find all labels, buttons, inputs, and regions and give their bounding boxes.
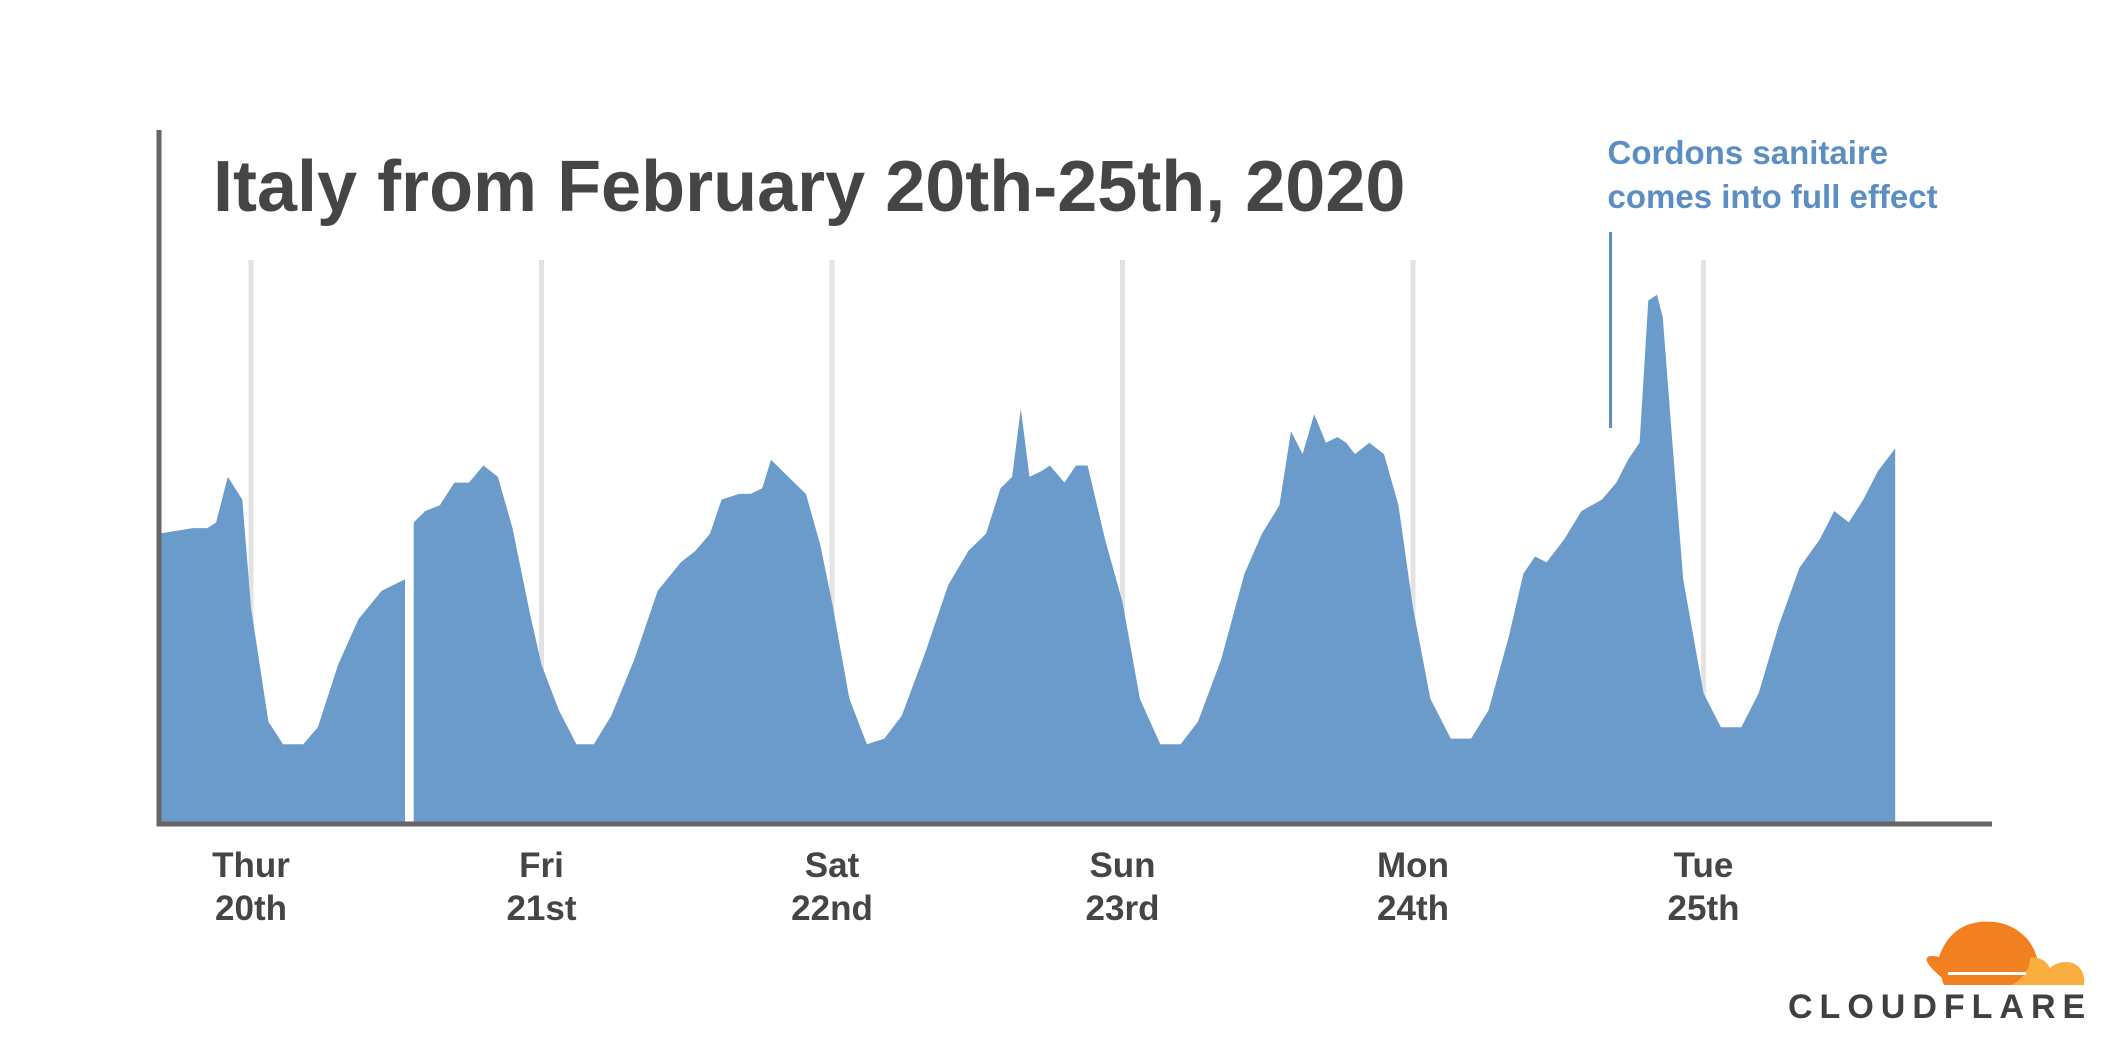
cordons-sanitaire-annotation: Cordons sanitaire comes into full effect [1608, 134, 1938, 428]
traffic-area-segment-1 [158, 476, 405, 824]
cloudflare-logo: CLOUDFLARE [1788, 921, 2092, 1026]
traffic-area-series [158, 294, 1896, 824]
tick-label-day-mon: Mon [1377, 846, 1449, 885]
traffic-area-segment-2 [413, 294, 1896, 824]
cloudflare-wordmark: CLOUDFLARE [1788, 988, 2092, 1026]
tick-label-date-sun: 23rd [1086, 889, 1160, 928]
tick-label-date-tue: 25th [1668, 889, 1740, 928]
tick-label-day-thur: Thur [212, 846, 290, 885]
cloudflare-cloud-icon [1926, 921, 2085, 985]
tick-label-day-sat: Sat [805, 846, 860, 885]
tick-label-date-fri: 21st [506, 889, 576, 928]
tick-label-day-tue: Tue [1674, 846, 1734, 885]
x-axis-tick-labels: Thur 20th Fri 21st Sat 22nd Sun 23rd Mon 24th Tue 2… [212, 846, 1739, 928]
annotation-text-line-1: Cordons sanitaire [1608, 134, 1889, 171]
annotation-text-line-2: comes into full effect [1608, 178, 1938, 215]
tick-label-date-thur: 20th [215, 889, 287, 928]
chart-title: Italy from February 20th-25th, 2020 [213, 147, 1405, 227]
tick-label-date-mon: 24th [1377, 889, 1449, 928]
chart-axes [156, 130, 1992, 827]
tick-label-day-sun: Sun [1089, 846, 1155, 885]
tick-label-date-sat: 22nd [791, 889, 873, 928]
tick-label-day-fri: Fri [519, 846, 564, 885]
